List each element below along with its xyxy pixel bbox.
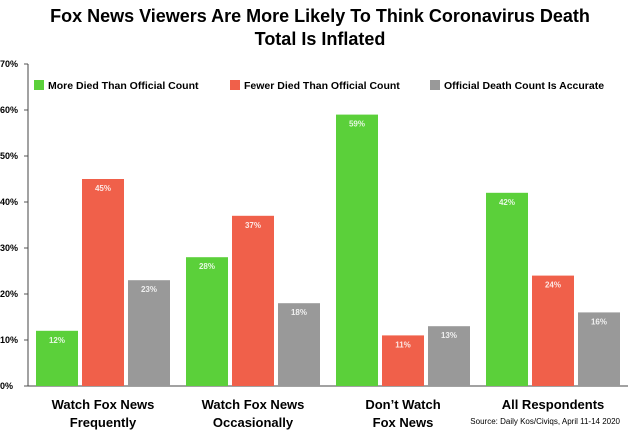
y-tick-label: 20%	[0, 289, 18, 299]
category-label: All Respondents	[502, 397, 605, 412]
category-label: Don’t Watch	[365, 397, 440, 412]
category-labels: Watch Fox News Frequently Watch Fox News Oc…	[52, 397, 605, 430]
data-label: 23%	[141, 285, 157, 294]
data-label: 42%	[499, 198, 515, 207]
bar	[278, 303, 320, 386]
axes: 0% 10% 20% 30% 40% 50% 60% 70%	[0, 59, 628, 391]
source-note: Source: Daily Kos/Civiqs, April 11-14 20…	[470, 417, 620, 426]
bar	[36, 330, 78, 386]
category-label: Watch Fox News	[202, 397, 305, 412]
bars	[36, 114, 620, 386]
data-label: 59%	[349, 120, 365, 129]
chart-title-line-1: Fox News Viewers Are More Likely To Thin…	[50, 6, 590, 26]
bar	[128, 280, 170, 386]
legend-swatch	[430, 80, 440, 90]
data-label: 11%	[395, 340, 411, 349]
category-label: Frequently	[70, 415, 137, 430]
data-labels: 12% 45% 23% 28% 37% 18% 59% 11% 13% 42% 24% 16%	[49, 120, 607, 350]
bar	[336, 114, 378, 386]
y-tick-label: 50%	[0, 151, 18, 161]
legend-label: Official Death Count Is Accurate	[444, 80, 604, 92]
chart-title-line-2: Total Is Inflated	[254, 29, 386, 49]
y-tick-label: 70%	[0, 59, 18, 69]
legend-label: More Died Than Official Count	[48, 80, 199, 92]
data-label: 45%	[95, 184, 111, 193]
bar	[186, 257, 228, 386]
bar	[82, 179, 124, 386]
bar	[532, 275, 574, 386]
bar	[382, 335, 424, 386]
data-label: 12%	[49, 336, 65, 345]
category-label: Occasionally	[213, 415, 294, 430]
legend-label: Fewer Died Than Official Count	[244, 80, 400, 92]
data-label: 28%	[199, 262, 215, 271]
y-tick-label: 60%	[0, 105, 18, 115]
chart-title: Fox News Viewers Are More Likely To Thin…	[0, 5, 640, 51]
bar	[428, 326, 470, 386]
y-tick-label: 10%	[0, 335, 18, 345]
legend-swatch	[230, 80, 240, 90]
y-tick-label: 30%	[0, 243, 18, 253]
data-label: 16%	[591, 317, 607, 326]
data-label: 37%	[245, 221, 261, 230]
y-tick-label: 40%	[0, 197, 18, 207]
legend-swatch	[34, 80, 44, 90]
bar	[232, 215, 274, 386]
bar	[578, 312, 620, 386]
category-label: Fox News	[373, 415, 434, 430]
data-label: 13%	[441, 331, 457, 340]
y-tick-label: 0%	[0, 381, 13, 391]
bar	[486, 192, 528, 386]
data-label: 18%	[291, 308, 307, 317]
legend: More Died Than Official Count Fewer Died …	[34, 80, 604, 92]
category-label: Watch Fox News	[52, 397, 155, 412]
data-label: 24%	[545, 281, 561, 290]
